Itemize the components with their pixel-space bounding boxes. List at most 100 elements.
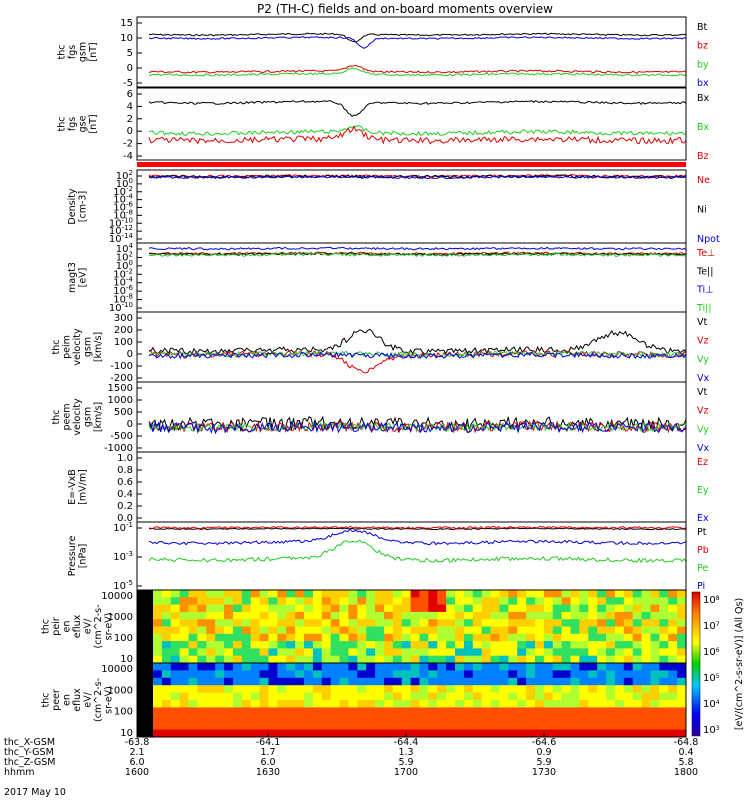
spectrogram-cell <box>455 692 465 701</box>
spectrogram-cell <box>606 663 616 671</box>
spectrogram-cell <box>170 648 181 657</box>
spectrogram-cell <box>588 597 598 606</box>
spectrogram-cell <box>668 729 678 738</box>
spectrogram-cell <box>161 597 172 606</box>
spectrogram-cell <box>552 677 563 686</box>
spectrogram-cell <box>179 604 190 613</box>
spectrogram-cell <box>437 729 447 738</box>
spectrogram-cell <box>392 590 403 598</box>
spectrogram-cell <box>552 611 563 620</box>
spectrogram-cell <box>437 604 447 613</box>
spectrogram-cell <box>401 633 412 642</box>
spectrogram-cell <box>401 626 412 635</box>
spectrogram-cell <box>410 677 420 686</box>
spectrogram-cell <box>614 692 625 701</box>
spectrogram-cell <box>659 670 669 679</box>
ytick-density-6: 10-10 <box>109 216 133 229</box>
spectrogram-cell <box>632 655 643 664</box>
spectrogram-cell <box>472 692 483 701</box>
spectrogram-cell <box>534 663 545 671</box>
spectrogram-cell <box>286 670 296 679</box>
spectrogram-cell <box>614 604 625 613</box>
spectrogram-cell <box>277 663 287 671</box>
spectrogram-cell <box>188 677 198 686</box>
spectrogram-cell <box>481 663 492 671</box>
spectrogram-cell <box>197 641 207 649</box>
spectrogram-cell <box>606 729 616 738</box>
spectrogram-cell <box>668 670 678 679</box>
spectrogram-cell <box>481 722 492 731</box>
legend-density-0: Ne <box>697 175 710 186</box>
spectrogram-cell <box>259 597 269 606</box>
spectrogram-cell <box>463 670 474 679</box>
spectrogram-cell <box>206 722 216 731</box>
series-peim-1 <box>148 349 687 374</box>
spectrogram-cell <box>241 641 252 649</box>
spectrogram-cell <box>366 722 376 731</box>
spectrogram-cell <box>428 619 438 627</box>
legend-efield-1: Ey <box>697 485 709 496</box>
spectrogram-cell <box>543 597 554 606</box>
spectrogram-cell <box>508 655 518 664</box>
panel-peir: thcpeirenefluxeV/(cm^2-s-sr-eV) <box>41 589 687 664</box>
spectrogram-cell <box>321 663 332 671</box>
spectrogram-cell <box>481 692 492 701</box>
spectrogram-cell <box>366 626 376 635</box>
spectrogram-cell <box>250 670 261 679</box>
spectrogram-cell <box>437 626 447 635</box>
spectrogram-cell <box>366 604 376 613</box>
spectrogram-cell <box>401 677 412 686</box>
spectrogram-cell <box>552 597 563 606</box>
spectrogram-cell <box>295 633 305 642</box>
spectrogram-cell <box>668 641 678 649</box>
spectrogram-cell <box>197 663 207 671</box>
ytick-peim-0: 300 <box>114 313 133 324</box>
spectrogram-cell <box>597 729 607 738</box>
spectrogram-cell <box>179 611 190 620</box>
spectrogram-cell <box>597 648 607 657</box>
spectrogram-cell <box>517 663 527 671</box>
series-fgs_gsm-1 <box>148 64 687 74</box>
spectrogram-cell <box>295 619 305 627</box>
spectrogram-cell <box>383 677 394 686</box>
spectrogram-cell <box>241 714 252 723</box>
spectrogram-cell <box>472 633 483 642</box>
spectrogram-cell <box>277 707 287 716</box>
spectrogram-cell <box>463 611 474 620</box>
spectrogram-cell <box>614 641 625 649</box>
spectrogram-cell <box>428 597 438 606</box>
spectrogram-cell <box>543 633 554 642</box>
spectrogram-cell <box>268 677 278 686</box>
spectrogram-cell <box>463 700 474 708</box>
spectrogram-cell <box>490 685 500 694</box>
spectrogram-cell <box>250 677 261 686</box>
spectrogram-cell <box>668 722 678 731</box>
spectrogram-cell <box>419 590 429 598</box>
spectrogram-cell <box>455 729 465 738</box>
spectrogram-cell <box>179 626 190 635</box>
legend-density-1: Ni <box>697 205 707 216</box>
spectrogram-cell <box>259 611 269 620</box>
spectrogram-cell <box>277 655 287 664</box>
xaxis-value-0-4: -64.8 <box>674 737 699 748</box>
spectrogram-cell <box>499 677 509 686</box>
spectrogram-cell <box>561 648 572 657</box>
ylabel-peem: thcpeemvelocitygsm[km/s] <box>51 398 104 436</box>
spectrogram-cell <box>232 626 243 635</box>
spectrogram-cell <box>428 663 438 671</box>
spectrogram-cell <box>392 677 403 686</box>
spectrogram-cell <box>455 641 465 649</box>
spectrogram-cell <box>375 707 385 716</box>
spectrogram-cell <box>508 633 518 642</box>
spectrogram-cell <box>561 619 572 627</box>
spectrogram-cell <box>419 722 429 731</box>
spectrogram-cell <box>170 677 181 686</box>
spectrogram-cell <box>321 590 332 598</box>
ytick-density-2: 10-2 <box>113 185 133 198</box>
spectrogram-cell <box>206 648 216 657</box>
spectrogram-cell <box>375 590 385 598</box>
spectrogram-cell <box>659 707 669 716</box>
spectrogram-cell <box>623 611 634 620</box>
spectrogram-cell <box>472 729 483 738</box>
